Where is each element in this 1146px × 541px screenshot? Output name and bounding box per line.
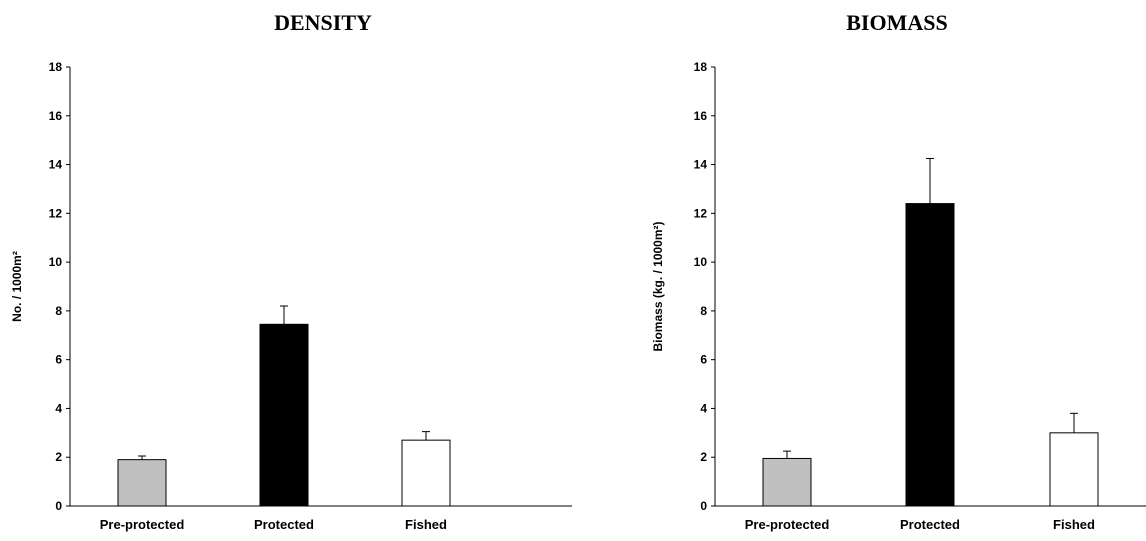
y-tick-label: 8 [700, 304, 707, 318]
y-tick-label: 14 [694, 158, 708, 172]
y-tick-label: 18 [49, 60, 63, 74]
category-label: Pre-protected [100, 517, 185, 532]
y-tick-label: 0 [700, 499, 707, 513]
bar-pre-protected [762, 457, 812, 507]
y-tick-label: 16 [694, 109, 708, 123]
biomass-chart: BIOMASS 0 2 4 6 8 10 12 14 16 18 Biomass (kg. / 100… [651, 10, 1146, 532]
category-label: Pre-protected [745, 517, 830, 532]
y-tick-label: 8 [55, 304, 62, 318]
y-tick-label: 2 [700, 450, 707, 464]
chart-title: BIOMASS [846, 10, 947, 35]
y-tick-label: 12 [694, 206, 708, 220]
category-label: Fished [405, 517, 447, 532]
y-tick-label: 2 [55, 450, 62, 464]
y-tick-label: 18 [694, 60, 708, 74]
bar-fished [401, 439, 451, 507]
bar-pre-protected [117, 459, 167, 507]
density-chart-panel: DENSITY 0 2 4 6 8 10 12 14 16 18 No. / 1000m² Pre-pr… [10, 10, 572, 532]
y-tick-label: 4 [55, 401, 62, 415]
bar-protected [905, 203, 955, 507]
biomass-chart-panel: BIOMASS 0 2 4 6 8 10 12 14 16 18 Biomass (kg. / 100… [573, 0, 1146, 541]
y-tick-label: 6 [55, 353, 62, 367]
category-label: Protected [254, 517, 314, 532]
category-label: Protected [900, 517, 960, 532]
y-tick-label: 4 [700, 401, 707, 415]
category-label: Fished [1053, 517, 1095, 532]
chart-title: DENSITY [274, 10, 372, 35]
y-tick-label: 16 [49, 109, 63, 123]
y-axis-label: Biomass (kg. / 1000m²) [651, 221, 665, 351]
bar-fished [1049, 432, 1099, 507]
y-tick-label: 0 [55, 499, 62, 513]
y-tick-label: 10 [694, 255, 708, 269]
y-tick-label: 10 [49, 255, 63, 269]
density-chart: DENSITY 0 2 4 6 8 10 12 14 16 18 No. / 1000m² Pre-pr… [10, 10, 572, 532]
y-tick-label: 6 [700, 353, 707, 367]
bar-protected [259, 323, 309, 507]
y-tick-label: 14 [49, 158, 63, 172]
y-axis-label: No. / 1000m² [10, 251, 24, 322]
y-tick-label: 12 [49, 206, 63, 220]
